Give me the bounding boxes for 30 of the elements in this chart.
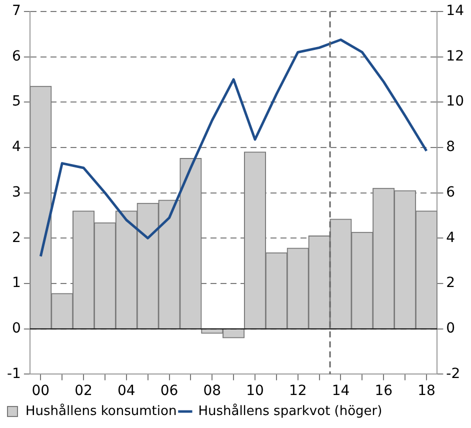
y2-tick-label: 14	[446, 3, 464, 20]
x-tick-label: 06	[160, 383, 178, 400]
y-tick-label: 3	[12, 184, 21, 200]
y-tick-label: 4	[12, 139, 22, 156]
y-tick-label: 2	[12, 230, 21, 246]
y-tick-label: -1	[6, 366, 21, 382]
y-tick-label: 7	[12, 3, 21, 20]
legend-label: Hushållens konsumtion	[26, 402, 177, 419]
y2-tick-label: 12	[446, 48, 464, 64]
x-tick-label: 04	[117, 383, 136, 400]
x-tick-label: 14	[332, 383, 350, 400]
y-tick-label: 0	[12, 320, 21, 336]
x-tick-label: 08	[203, 383, 222, 400]
y2-tick-label: -2	[446, 366, 460, 382]
x-tick-label: 12	[288, 383, 307, 400]
y2-tick-label: 4	[446, 230, 456, 246]
y-tick-label: 1	[12, 275, 21, 292]
x-tick-label: 02	[74, 383, 92, 400]
y2-tick-label: 10	[446, 94, 464, 110]
y-tick-label: 6	[12, 48, 22, 64]
x-tick-label: 16	[374, 383, 393, 400]
y2-tick-label: 8	[446, 139, 456, 156]
y2-tick-label: 6	[446, 184, 456, 200]
x-tick-label: 00	[32, 383, 50, 400]
y-tick-label: 5	[12, 94, 21, 110]
x-tick-label: 10	[246, 383, 264, 400]
y2-tick-label: 2	[446, 275, 456, 292]
x-tick-label: 18	[418, 383, 436, 400]
legend-label: Hushållens sparkvot (höger)	[198, 402, 382, 419]
y2-tick-label: 0	[446, 320, 456, 336]
